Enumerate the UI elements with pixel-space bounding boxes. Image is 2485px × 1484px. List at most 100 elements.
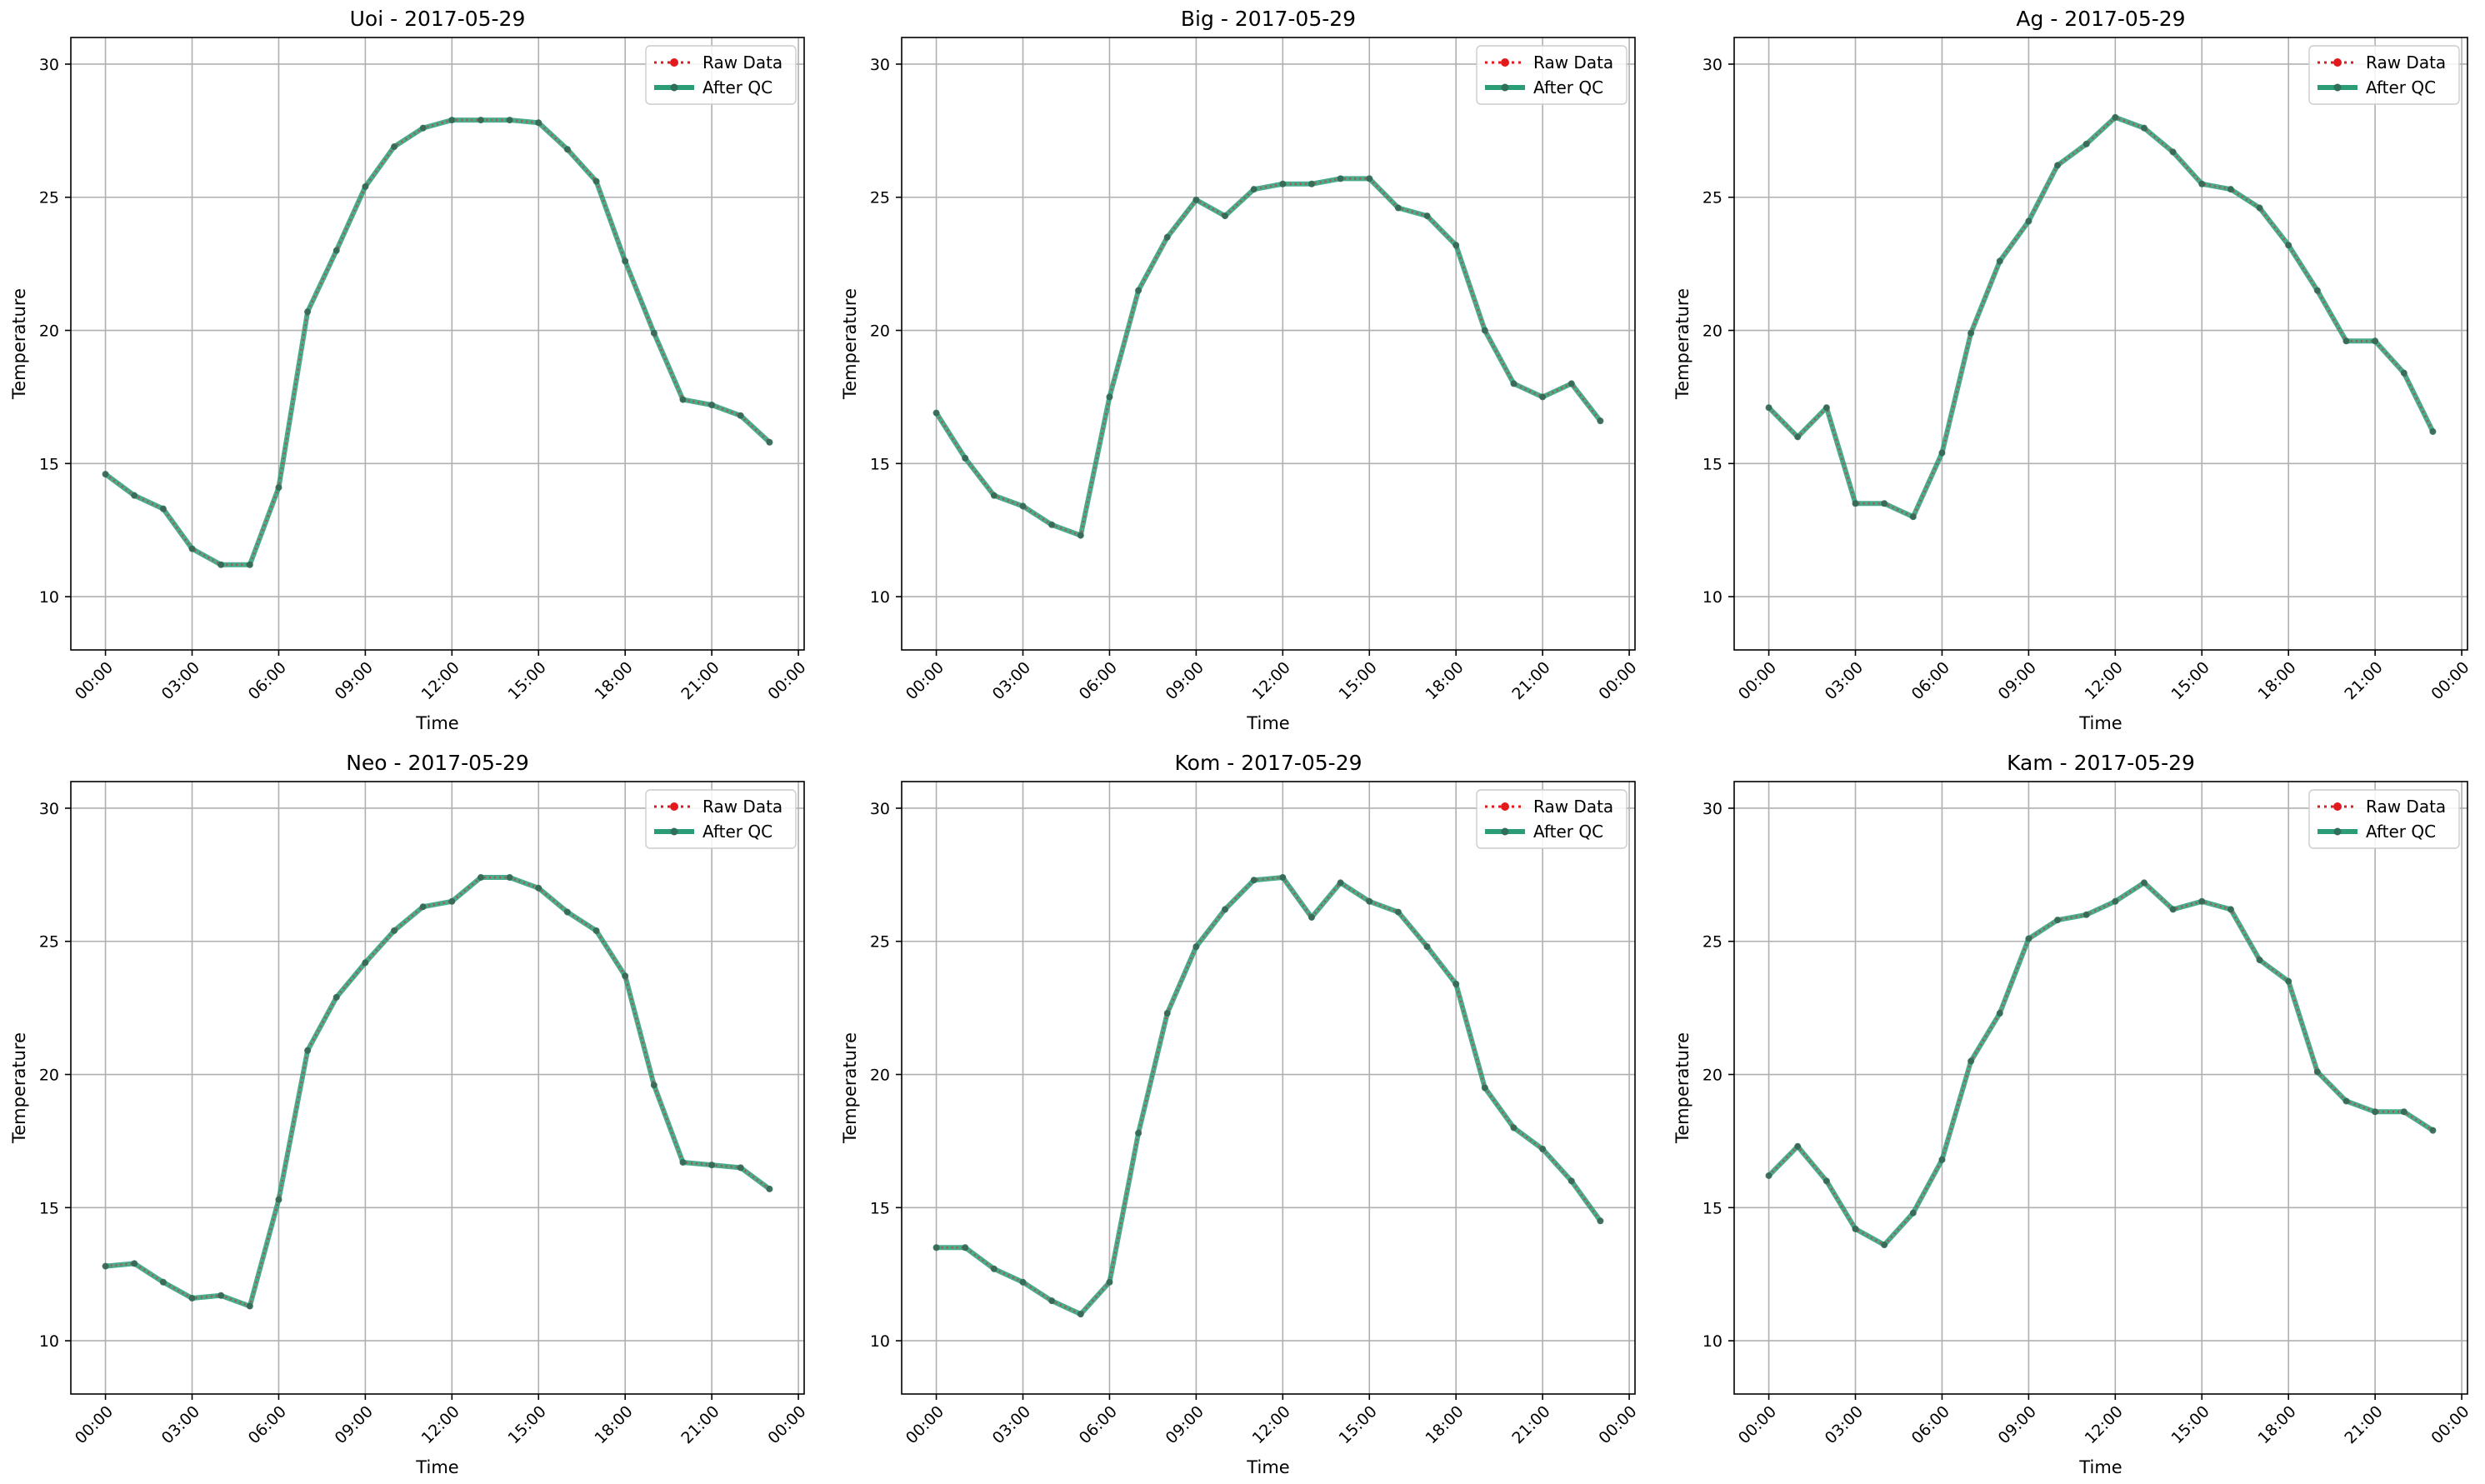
legend-raw-marker: [1501, 802, 1509, 811]
x-tick-label: 15:00: [505, 658, 550, 703]
legend-raw-label: Raw Data: [1533, 797, 1613, 817]
x-tick-label: 09:00: [332, 658, 377, 703]
legend-raw-label: Raw Data: [702, 797, 782, 817]
after-qc-point: [2372, 1108, 2379, 1116]
after-qc-point: [131, 1260, 138, 1267]
x-axis-label: Time: [1246, 1457, 1289, 1477]
after-qc-point: [1250, 877, 1258, 884]
after-qc-point: [1481, 327, 1488, 334]
legend-qc-label: After QC: [1533, 77, 1603, 97]
y-tick-label: 10: [39, 588, 59, 607]
x-tick-label: 03:00: [989, 1402, 1034, 1447]
after-qc-point: [1394, 908, 1402, 916]
series-after-qc-line: [934, 176, 1602, 538]
x-tick-label: 03:00: [989, 658, 1034, 703]
after-qc-point: [2082, 911, 2090, 918]
x-tick-label: 00:00: [2428, 658, 2472, 703]
x-tick-label: 18:00: [591, 1402, 636, 1447]
after-qc-point: [708, 1162, 716, 1169]
after-qc-point: [1394, 204, 1402, 212]
after-qc-point: [362, 182, 369, 190]
after-qc-point: [1794, 433, 1802, 441]
y-tick-label: 10: [1702, 588, 1722, 607]
x-tick-label: 09:00: [1995, 658, 2040, 703]
x-tick-label: 21:00: [1508, 1402, 1553, 1447]
subplot-title: Kom - 2017-05-29: [1175, 751, 1362, 775]
after-qc-point: [506, 117, 513, 124]
after-qc-point: [1968, 1057, 1975, 1065]
after-qc-point: [391, 143, 398, 151]
after-qc-point: [2285, 977, 2292, 985]
y-axis-label: Temperature: [9, 1032, 29, 1144]
subplot-3: 10 15 20 25 30 00:00 03:00 06:00 09:00 12:00 15:00…: [1672, 7, 2473, 733]
after-qc-point: [362, 959, 369, 967]
after-qc-point: [1279, 180, 1287, 187]
axes-frame: [70, 781, 805, 1395]
after-qc-point: [2342, 1097, 2350, 1105]
x-tick-label: 15:00: [2168, 1402, 2213, 1447]
after-qc-point: [737, 1164, 744, 1172]
after-qc-point: [131, 492, 138, 499]
x-tick-label: 12:00: [2082, 1402, 2127, 1447]
legend-qc-marker: [670, 827, 678, 836]
after-qc-point: [1019, 1278, 1027, 1286]
after-qc-point: [1996, 257, 2003, 265]
x-tick-label: 00:00: [72, 1402, 117, 1447]
x-tick-label: 15:00: [1336, 1402, 1381, 1447]
x-tick-label: 21:00: [2341, 658, 2386, 703]
x-tick-label: 06:00: [1076, 658, 1121, 703]
y-axis-label: Temperature: [1672, 288, 1692, 400]
after-qc-point: [1163, 233, 1171, 241]
x-axis-label: Time: [1246, 713, 1289, 733]
after-qc-point: [2227, 186, 2234, 193]
y-axis-label: Temperature: [840, 1032, 860, 1144]
after-qc-point: [2025, 217, 2032, 225]
after-qc-point: [990, 1265, 998, 1272]
after-qc-point: [1822, 1177, 1830, 1185]
axes-frame: [901, 781, 1636, 1395]
after-qc-point: [1337, 879, 1344, 887]
after-qc-point: [1337, 175, 1344, 182]
series-raw-data-line: [936, 876, 1602, 1316]
after-qc-point: [1481, 1084, 1488, 1092]
after-qc-point: [1222, 212, 1229, 220]
legend-qc-label: After QC: [2366, 77, 2436, 97]
legend-raw-label: Raw Data: [2366, 797, 2446, 817]
after-qc-point: [448, 897, 456, 905]
x-tick-label: 09:00: [1162, 1402, 1208, 1447]
series-raw-data-line: [104, 118, 771, 567]
after-qc-point: [1765, 1172, 1772, 1179]
y-tick-label: 15: [39, 455, 59, 473]
series-raw-data-line: [1768, 881, 2434, 1247]
x-tick-label: 18:00: [2254, 658, 2299, 703]
legend-raw-marker: [670, 802, 678, 811]
x-tick-label: 00:00: [72, 658, 117, 703]
x-tick-label: 21:00: [1508, 658, 1553, 703]
legend-raw-marker: [670, 58, 678, 67]
x-tick-label: 09:00: [1995, 1402, 2040, 1447]
after-qc-point: [1077, 1311, 1084, 1318]
after-qc-point: [1452, 980, 1460, 987]
after-qc-point: [391, 927, 398, 934]
after-qc-point: [932, 409, 940, 417]
after-qc-point: [1077, 532, 1084, 539]
subplot-5: 10 15 20 25 30 00:00 03:00 06:00 09:00 12:00 15:00…: [840, 751, 1641, 1477]
legend-qc-label: After QC: [702, 77, 772, 97]
after-qc-point: [650, 329, 658, 337]
legend-qc-label: After QC: [2366, 822, 2436, 842]
y-axis-label: Temperature: [9, 288, 29, 400]
x-tick-label: 00:00: [2428, 1402, 2472, 1447]
after-qc-point: [102, 471, 109, 478]
x-tick-label: 21:00: [678, 658, 722, 703]
after-qc-point: [1048, 521, 1056, 528]
after-qc-point: [275, 484, 282, 492]
after-qc-point: [622, 257, 629, 265]
after-qc-point: [2112, 897, 2119, 905]
after-qc-point: [332, 247, 340, 254]
legend: Raw Data After QC: [1476, 789, 1628, 849]
x-tick-label: 12:00: [418, 658, 463, 703]
legend: Raw Data After QC: [645, 789, 797, 849]
axes-frame: [1733, 37, 2468, 651]
after-qc-point: [1510, 1124, 1518, 1132]
